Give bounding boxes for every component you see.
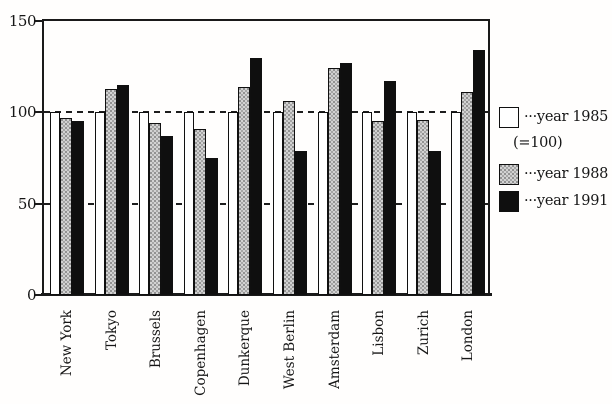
y-tick-label-100: 100 — [8, 103, 37, 122]
plot-right-border — [488, 19, 490, 296]
legend-label-1985: ···year 1985 — [524, 109, 609, 125]
y-tick-0 — [35, 294, 44, 296]
legend-entry-1991: ···year 1991 — [499, 190, 611, 212]
bar-dunkerque-1985 — [228, 112, 239, 295]
y-tick-50 — [35, 202, 44, 205]
plot-top-border — [42, 19, 490, 21]
legend-swatch-1988-icon — [499, 163, 519, 185]
y-tick-label-150: 150 — [8, 12, 37, 30]
x-axis-line — [41, 293, 492, 296]
bar-amsterdam-1985 — [317, 112, 328, 295]
bar-zurich-1991 — [428, 150, 441, 295]
bar-west-berlin-1991 — [295, 150, 307, 295]
bar-zurich-1985 — [406, 112, 417, 295]
bar-lisbon-1988 — [372, 121, 385, 295]
bar-brussels-1985 — [139, 112, 150, 295]
legend-label-1988: ···year 1988 — [524, 166, 609, 182]
y-tick-150 — [35, 20, 44, 22]
x-label-london: London — [460, 310, 477, 362]
x-label-zurich: Zurich — [415, 310, 432, 356]
bar-copenhagen-1991 — [205, 158, 218, 295]
gridline-50 — [44, 202, 490, 205]
x-label-amsterdam: Amsterdam — [326, 310, 343, 389]
x-label-dunkerque: Dunkerque — [237, 310, 254, 387]
y-axis-line — [42, 19, 44, 296]
bar-london-1988 — [461, 92, 474, 295]
legend-swatch-1985-icon — [499, 106, 519, 128]
bar-london-1991 — [473, 50, 486, 295]
x-label-lisbon: Lisbon — [371, 310, 388, 356]
bar-new-york-1991 — [72, 121, 84, 295]
legend-baseline-note: (=100) — [513, 135, 563, 151]
bar-west-berlin-1988 — [283, 101, 295, 295]
bar-copenhagen-1988 — [193, 128, 206, 295]
bar-brussels-1991 — [161, 136, 174, 295]
legend: ···year 1985 (=100) ···year 1988 ···year… — [499, 106, 611, 212]
legend-entry-1988: ···year 1988 — [499, 163, 611, 185]
y-tick-100 — [35, 111, 44, 114]
bar-lisbon-1991 — [384, 81, 397, 295]
bar-tokyo-1985 — [94, 112, 105, 295]
bar-new-york-1988 — [60, 117, 72, 295]
x-label-tokyo: Tokyo — [103, 310, 120, 351]
legend-swatch-1991-icon — [499, 190, 519, 212]
x-label-new-york: New York — [59, 310, 75, 377]
bar-copenhagen-1985 — [183, 112, 194, 295]
bar-tokyo-1991 — [116, 84, 129, 295]
y-tick-label-0: 0 — [26, 286, 37, 304]
gridline-100 — [44, 111, 490, 114]
bar-zurich-1988 — [416, 119, 429, 295]
bar-brussels-1988 — [149, 123, 162, 295]
x-label-west-berlin: West Berlin — [282, 310, 298, 390]
bar-dunkerque-1991 — [250, 57, 263, 295]
bar-tokyo-1988 — [104, 88, 117, 295]
legend-entry-1985: ···year 1985 — [499, 106, 611, 128]
y-tick-label-50: 50 — [17, 194, 37, 213]
bar-west-berlin-1985 — [273, 112, 283, 295]
bar-amsterdam-1991 — [339, 63, 352, 295]
bar-amsterdam-1988 — [327, 68, 340, 295]
x-label-brussels: Brussels — [148, 310, 165, 369]
x-label-copenhagen: Copenhagen — [192, 310, 209, 396]
bar-new-york-1985 — [50, 112, 60, 295]
bar-dunkerque-1988 — [238, 86, 251, 295]
bar-london-1985 — [451, 112, 462, 295]
legend-label-1991: ···year 1991 — [524, 193, 609, 209]
bar-lisbon-1985 — [362, 112, 373, 295]
